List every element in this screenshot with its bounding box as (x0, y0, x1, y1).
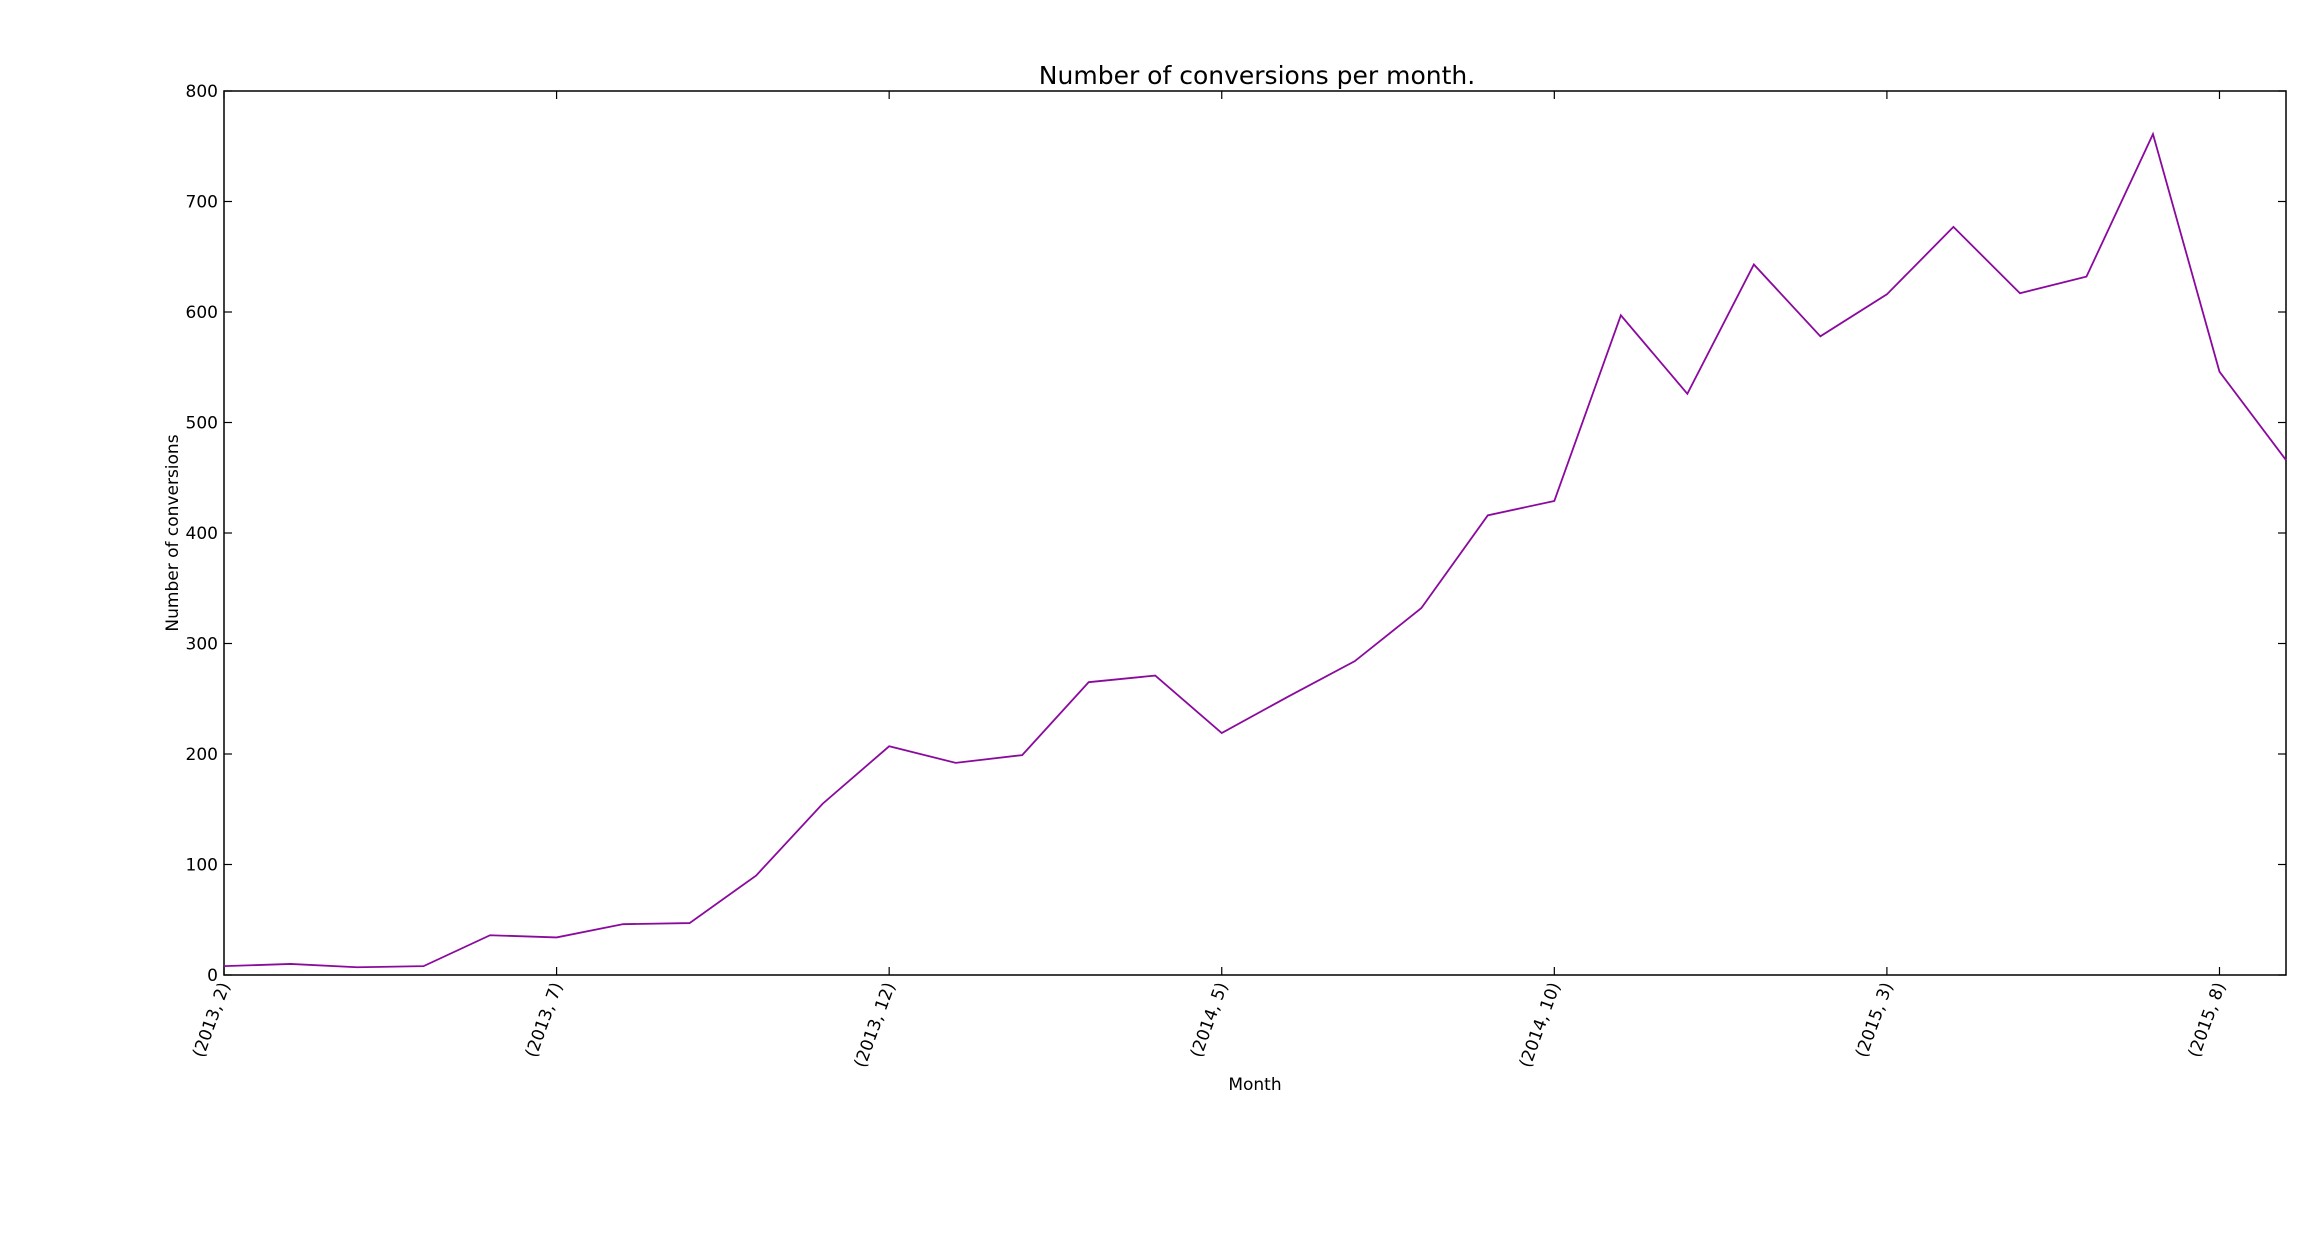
x-tick-label: (2014, 10) (1516, 980, 1565, 1070)
x-axis: (2013, 2) (2013, 7) (2013, 12) (2014, 5) (20… (189, 91, 2230, 1070)
chart-title: Number of conversions per month. (1039, 61, 1475, 90)
x-tick-label: (2014, 5) (1187, 980, 1233, 1060)
y-tick-label: 800 (186, 82, 218, 102)
y-tick-label: 100 (186, 856, 218, 876)
y-tick-label: 400 (186, 524, 218, 544)
x-tick-label: (2015, 3) (1852, 980, 1898, 1060)
y-tick-label: 0 (207, 966, 218, 986)
y-axis-label: Number of conversions (163, 434, 183, 631)
y-tick-label: 600 (186, 303, 218, 323)
y-axis: 0 100 200 300 400 500 600 700 800 (186, 82, 2286, 986)
x-tick-label: (2015, 8) (2185, 980, 2231, 1060)
plot-area (223, 90, 2287, 976)
y-tick-label: 700 (186, 193, 218, 213)
y-tick-label: 200 (186, 745, 218, 765)
conversions-line (223, 131, 2287, 969)
x-tick-label: (2013, 7) (522, 980, 568, 1060)
y-tick-label: 500 (186, 414, 218, 434)
y-tick-label: 300 (186, 635, 218, 655)
x-tick-label: (2013, 2) (189, 980, 235, 1060)
x-axis-label: Month (1228, 1075, 1281, 1095)
x-tick-label: (2013, 12) (851, 980, 900, 1070)
